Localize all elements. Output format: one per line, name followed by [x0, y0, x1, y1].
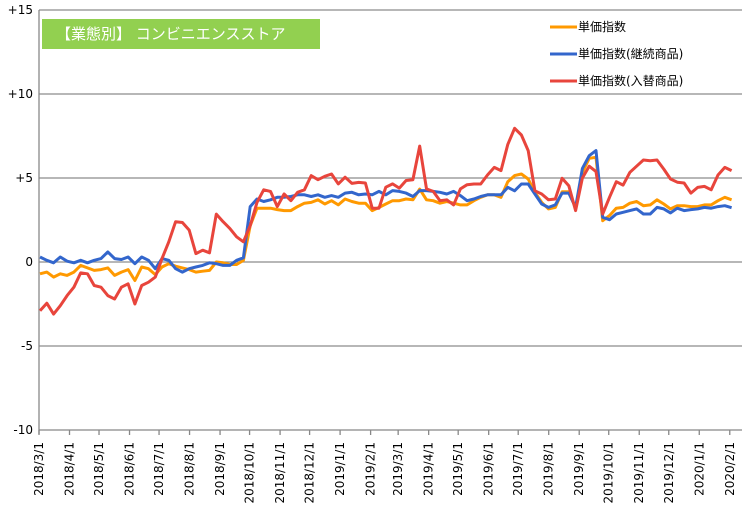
- y-tick-label: -10: [13, 423, 33, 437]
- x-tick-label: 2018/5/1: [92, 442, 106, 496]
- legend-label: 単価指数: [578, 19, 626, 34]
- x-tick-label: 2019/12/1: [662, 442, 676, 504]
- x-tick-label: 2018/11/1: [273, 442, 287, 504]
- y-tick-label: -5: [21, 339, 33, 353]
- x-tick-label: 2019/10/1: [602, 442, 616, 504]
- series-line: [39, 149, 733, 274]
- x-tick-label: 2018/12/1: [303, 442, 317, 504]
- x-tick-label: 2019/8/1: [542, 442, 556, 496]
- y-axis: +15 +10 +5 0 -5 -10: [8, 3, 40, 437]
- x-tick-label: 2019/7/1: [511, 442, 525, 496]
- legend-label: 単価指数(入替商品): [578, 73, 683, 88]
- x-tick-label: 2019/4/1: [422, 442, 436, 496]
- x-tick-label: 2018/10/1: [243, 442, 257, 504]
- x-tick-label: 2019/9/1: [572, 442, 586, 496]
- x-tick-label: 2018/8/1: [183, 442, 197, 496]
- x-tick-label: 2019/3/1: [391, 442, 405, 496]
- x-tick-label: 2018/7/1: [152, 442, 166, 496]
- y-tick-label: +10: [8, 87, 33, 101]
- x-tick-label: 2019/1/1: [333, 442, 347, 496]
- x-tick-label: 2019/6/1: [482, 442, 496, 496]
- y-tick-label: 0: [25, 255, 33, 269]
- x-axis: 2018/3/1 2018/4/1 2018/5/1 2018/6/1 2018/7/1…: [32, 430, 737, 504]
- x-tick-label: 2019/11/1: [632, 442, 646, 504]
- y-tick-label: +5: [15, 171, 33, 185]
- legend-label: 単価指数(継続商品): [578, 46, 683, 61]
- x-tick-label: 2018/6/1: [123, 442, 137, 496]
- title-background: [42, 19, 320, 49]
- x-tick-label: 2019/2/1: [364, 442, 378, 496]
- y-tick-label: +15: [8, 3, 33, 17]
- gridlines: [39, 9, 742, 431]
- series-line: [38, 126, 733, 316]
- x-tick-label: 2020/1/1: [692, 442, 706, 496]
- x-tick-label: 2019/5/1: [451, 442, 465, 496]
- x-tick-label: 2018/9/1: [213, 442, 227, 496]
- series-lines: [38, 126, 733, 316]
- x-tick-label: 2018/3/1: [32, 442, 46, 496]
- chart-title-box: 【業態別】 コンビニエンスストア: [42, 19, 320, 49]
- x-tick-label: 2020/2/1: [723, 442, 737, 496]
- x-tick-label: 2018/4/1: [63, 442, 77, 496]
- chart-title: 【業態別】 コンビニエンスストア: [56, 25, 285, 43]
